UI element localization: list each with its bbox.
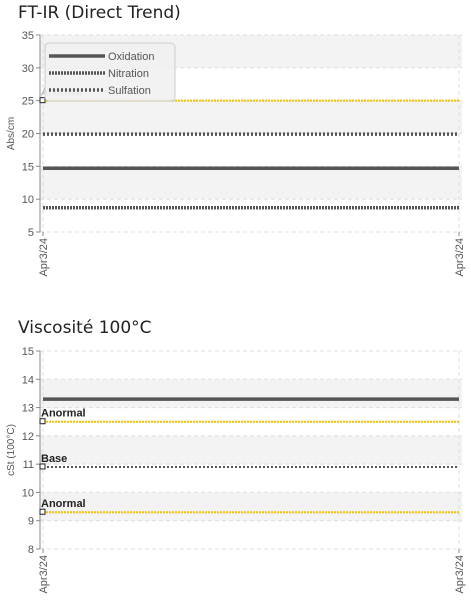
y-tick-label: 15 [22, 161, 34, 173]
y-tick-label: 15 [22, 346, 34, 358]
y-tick-label: 11 [23, 459, 34, 471]
grid-band [40, 166, 462, 200]
y-tick-label: 35 [22, 30, 34, 42]
x-tick-label: Apr3/24 [454, 555, 466, 594]
legend-entry: Nitration [108, 68, 149, 80]
legend-entry: Sulfation [108, 85, 151, 97]
grid-band [40, 492, 462, 521]
limit-marker [39, 97, 46, 104]
y-tick-label: 14 [22, 374, 34, 386]
chart-1-title: FT-IR (Direct Trend) [18, 3, 181, 23]
y-tick-label: 30 [22, 63, 34, 75]
y-tick-label: 20 [22, 129, 34, 141]
grid-band [40, 100, 462, 134]
y-tick-label: 13 [22, 403, 34, 415]
grid-band [40, 379, 462, 408]
y-axis-label: cSt (100°C) [6, 424, 17, 476]
limit-marker [39, 418, 46, 425]
y-tick-label: 5 [28, 227, 34, 239]
x-tick-label: Apr3/24 [454, 238, 466, 277]
y-tick-label: 9 [28, 516, 34, 528]
y-tick-label: 25 [22, 96, 34, 108]
y-tick-label: 8 [28, 544, 34, 556]
viscosity-chart: 8 9 10 11 12 13 14 15 cSt (100°C) Anormal Base Anor… [6, 346, 466, 594]
y-axis-label: Abs/cm [6, 117, 17, 150]
y-tick-label: 10 [22, 487, 34, 499]
legend-entry: Oxidation [108, 51, 154, 63]
grid-band [40, 435, 462, 465]
limit-label: Base [41, 453, 67, 465]
ftir-chart: 5101520253035Abs/cmAnormalApr3/24Apr3/24… [6, 30, 466, 277]
limit-marker [39, 508, 46, 515]
y-tick-label: 10 [22, 194, 34, 206]
x-tick-label: Apr3/24 [38, 238, 50, 277]
limit-label: Anormal [41, 498, 86, 510]
x-tick-label: Apr3/24 [38, 555, 50, 594]
limit-marker [39, 463, 46, 470]
chart-2-title: Viscosité 100°C [18, 318, 152, 338]
limit-label: Anormal [41, 408, 86, 420]
y-tick-label: 12 [22, 431, 34, 443]
